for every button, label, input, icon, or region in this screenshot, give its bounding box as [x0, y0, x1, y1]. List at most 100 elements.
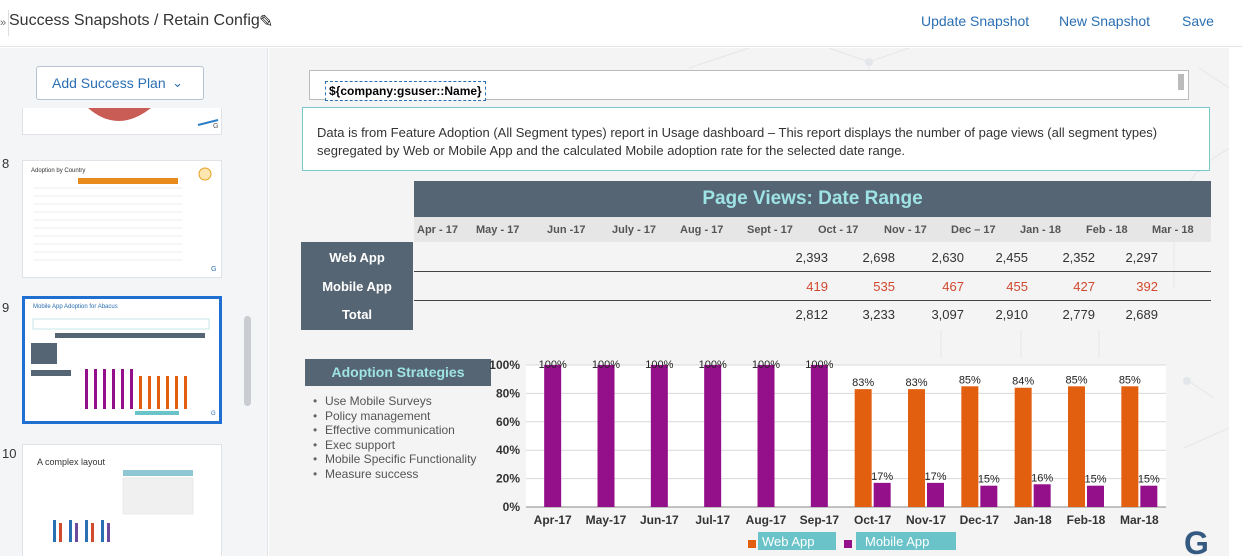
row-divider: [414, 300, 1211, 301]
table-cell: 467: [942, 279, 964, 294]
list-item: Exec support: [313, 438, 476, 453]
x-tick-label: Feb-18: [1067, 513, 1106, 527]
strategies-list: Use Mobile Surveys Policy management Eff…: [313, 394, 476, 481]
data-label: 15%: [978, 474, 1000, 486]
x-tick-label: Jan-18: [1014, 513, 1052, 527]
thumbnail-preview: [53, 470, 194, 542]
table-cell: 535: [873, 279, 895, 294]
mobile-app-bar: [757, 365, 775, 507]
data-label: 83%: [852, 377, 874, 389]
top-bar: » Success Snapshots / Retain Config ✎ Up…: [0, 0, 1242, 47]
x-tick-label: Apr-17: [534, 513, 572, 527]
sidebar-scrollbar[interactable]: [244, 316, 251, 406]
month-header: Dec – 17: [951, 224, 996, 236]
y-tick-label: 100%: [489, 358, 520, 372]
row-label-total: Total: [341, 307, 373, 322]
slide-number: 10: [2, 446, 17, 461]
data-label: 85%: [1065, 374, 1087, 386]
x-tick-label: Aug-17: [746, 513, 787, 527]
x-tick-label: Oct-17: [854, 513, 892, 527]
table-cell: 2,698: [862, 250, 895, 265]
svg-text:G: G: [213, 123, 218, 130]
y-tick-label: 40%: [496, 443, 520, 457]
mobile-app-bar: [810, 365, 828, 507]
description-box[interactable]: Data is from Feature Adoption (All Segme…: [302, 107, 1210, 171]
table-cell: 3,233: [862, 307, 895, 322]
slide-thumbnail-9[interactable]: G Mobile App Adoption for Abacus: [22, 296, 222, 424]
slide-thumbnail-8[interactable]: G Adoption by Country: [22, 160, 222, 278]
data-label: 100%: [805, 359, 833, 371]
thumbnail-preview: G: [88, 108, 218, 130]
page-title: Success Snapshots / Retain Config: [9, 12, 260, 29]
months-header-row: Apr - 17 May - 17 Jun -17 July - 17 Aug …: [414, 217, 1211, 242]
month-header: Nov - 17: [884, 224, 927, 236]
data-label: 17%: [924, 471, 946, 483]
row-label-mobile: Mobile App: [322, 279, 392, 294]
mobile-app-bar: [1087, 485, 1104, 507]
table-cell: 2,689: [1125, 307, 1158, 322]
data-label: 100%: [699, 359, 727, 371]
new-snapshot-button[interactable]: New Snapshot: [1059, 13, 1151, 29]
table-cell: 2,910: [995, 307, 1028, 322]
expand-sidebar-icon[interactable]: »: [0, 10, 9, 36]
data-label: 15%: [1084, 474, 1106, 486]
legend-label: Mobile App: [865, 534, 929, 549]
table-cell: 2,779: [1062, 307, 1095, 322]
list-item: Policy management: [313, 409, 476, 424]
slide-number: 8: [2, 156, 10, 171]
plot-area: [526, 365, 1166, 507]
web-app-bar: [854, 389, 872, 507]
company-name-token[interactable]: ${company:gsuser::Name}: [325, 81, 486, 101]
x-tick-label: Sep-17: [800, 513, 840, 527]
month-header: Jan - 18: [1020, 224, 1061, 236]
x-tick-label: Dec-17: [960, 513, 1000, 527]
mobile-app-bar: [1140, 485, 1158, 507]
list-item: Mobile Specific Functionality: [313, 452, 476, 467]
month-header: Aug - 17: [680, 224, 724, 236]
web-app-bar: [908, 389, 925, 507]
x-tick-label: May-17: [586, 513, 627, 527]
x-tick-label: Jul-17: [695, 513, 730, 527]
table-cell: 2,393: [795, 250, 828, 265]
row-labels: Web App Mobile App Total: [301, 242, 413, 330]
data-label: 83%: [905, 377, 927, 389]
mobile-app-bar: [704, 365, 722, 507]
textbox-scrollbar[interactable]: [1178, 74, 1184, 90]
web-app-bar: [1121, 386, 1139, 507]
slide-sidebar: Add Success Plan ⌄ G 8 G Adoption by Cou…: [0, 48, 268, 556]
slide-thumbnail-10[interactable]: A complex layout: [22, 444, 222, 556]
mobile-app-bar: [650, 365, 668, 507]
legend-label-bg: [856, 532, 956, 550]
data-label: 85%: [1119, 374, 1141, 386]
x-tick-label: Mar-18: [1120, 513, 1159, 527]
slide-thumbnail-7[interactable]: G: [22, 108, 222, 135]
data-label: 84%: [1012, 376, 1034, 388]
page-views-table: 2,393 2,698 2,630 2,455 2,352 2,297 419 …: [414, 242, 1211, 330]
y-tick-label: 80%: [496, 386, 520, 400]
slide-canvas: ${company:gsuser::Name} Data is from Fea…: [269, 48, 1229, 556]
y-tick-label: 0%: [503, 500, 521, 514]
legend-label: Web App: [762, 534, 815, 549]
legend-label-bg: [758, 532, 836, 550]
table-cell: 419: [806, 279, 828, 294]
thumbnail-title: Adoption by Country: [31, 168, 86, 174]
edit-title-icon[interactable]: ✎: [259, 12, 274, 31]
web-app-bar: [1014, 387, 1032, 507]
svg-text:G: G: [211, 411, 216, 417]
table-cell: 2,630: [931, 250, 964, 265]
month-header: Mar - 18: [1152, 224, 1194, 236]
add-success-plan-button[interactable]: Add Success Plan ⌄: [36, 66, 204, 100]
data-label: 100%: [645, 359, 673, 371]
thumbnail-title: A complex layout: [37, 457, 106, 467]
mobile-app-bar: [873, 482, 891, 507]
row-label-web: Web App: [329, 250, 385, 265]
table-cell: 2,812: [795, 307, 828, 322]
save-button[interactable]: Save: [1182, 13, 1214, 29]
legend-swatch-mobile: [844, 540, 852, 548]
page-views-title: Page Views: Date Range: [414, 181, 1211, 217]
list-item: Use Mobile Surveys: [313, 394, 476, 409]
update-snapshot-button[interactable]: Update Snapshot: [921, 13, 1030, 29]
data-label: 100%: [539, 359, 567, 371]
name-textbox[interactable]: ${company:gsuser::Name}: [309, 70, 1189, 101]
table-cell: 2,297: [1125, 250, 1158, 265]
